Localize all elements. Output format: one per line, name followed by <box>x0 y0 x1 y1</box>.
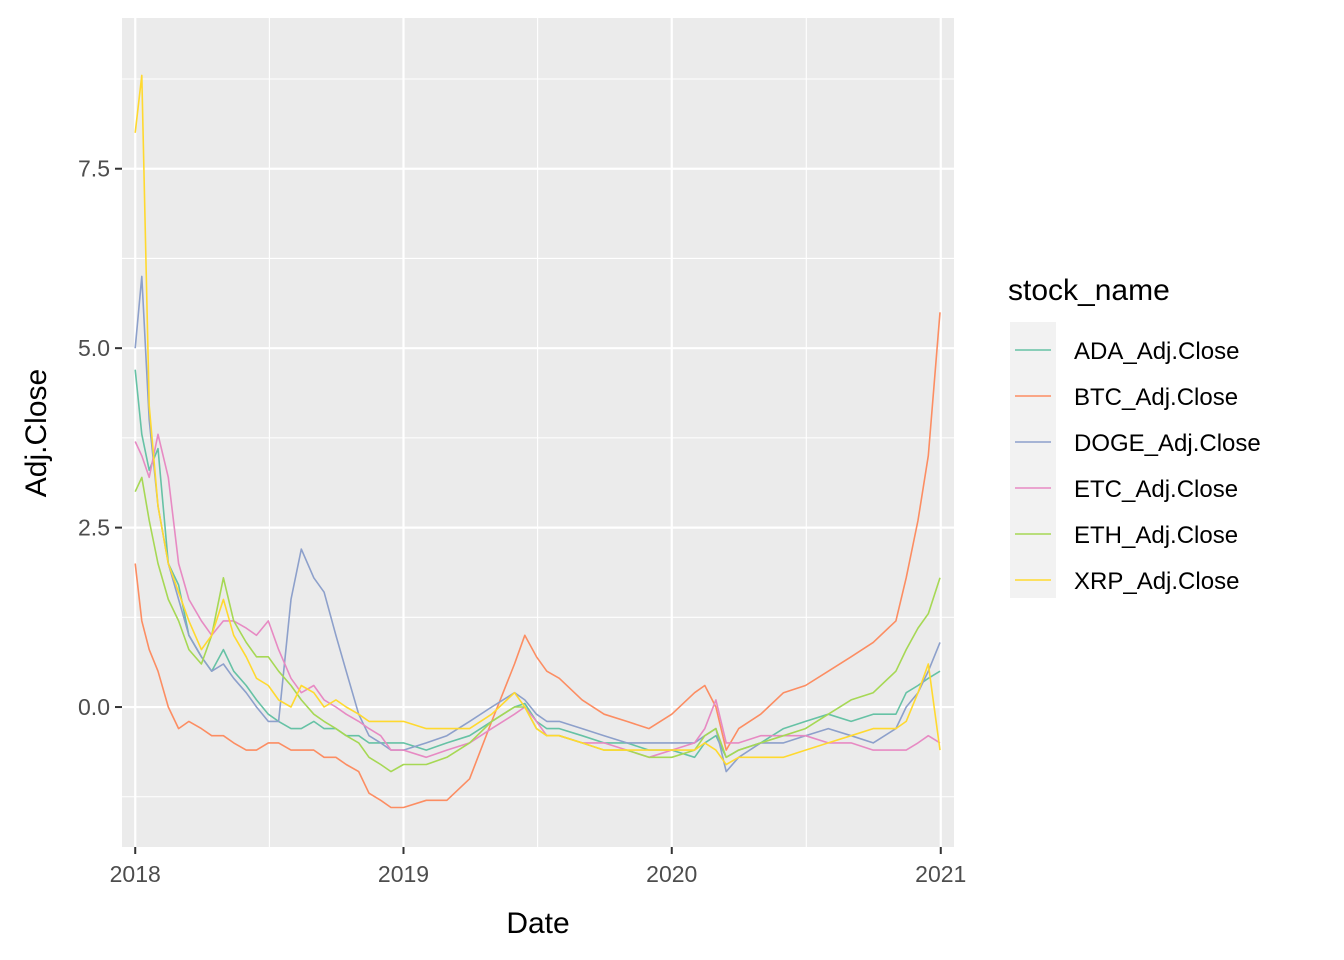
y-tick-label: 5.0 <box>78 335 110 361</box>
legend-label: DOGE_Adj.Close <box>1074 430 1261 457</box>
x-tick-label: 2021 <box>915 861 966 887</box>
series-line-ada-adj-close <box>134 369 941 759</box>
legend-key-background <box>1010 322 1056 598</box>
y-tick-label: 2.5 <box>78 515 110 541</box>
series-line-btc-adj-close <box>134 312 941 809</box>
y-tick-label: 0.0 <box>78 694 110 720</box>
legend-title: stock_name <box>1008 274 1170 307</box>
series-lines <box>134 74 941 809</box>
series-line-eth-adj-close <box>134 476 941 773</box>
y-axis: 0.0 2.5 5.0 7.5 <box>78 156 122 720</box>
legend: stock_name ADA_Adj.Close BTC_Adj.Close DOG… <box>1008 274 1261 598</box>
legend-label: BTC_Adj.Close <box>1074 384 1238 411</box>
legend-label: ADA_Adj.Close <box>1074 338 1239 365</box>
x-axis-title: Date <box>506 907 569 940</box>
x-tick-label: 2019 <box>378 861 429 887</box>
y-axis-title: Adj.Close <box>20 369 53 497</box>
x-axis: 2018 2019 2020 2021 <box>110 847 966 887</box>
series-line-etc-adj-close <box>134 433 941 759</box>
major-gridlines <box>122 18 954 847</box>
y-tick-label: 7.5 <box>78 156 110 182</box>
legend-label: ETH_Adj.Close <box>1074 522 1238 549</box>
legend-label: XRP_Adj.Close <box>1074 568 1239 595</box>
x-tick-label: 2018 <box>110 861 161 887</box>
series-line-xrp-adj-close <box>134 74 941 766</box>
legend-label: ETC_Adj.Close <box>1074 476 1238 503</box>
minor-gridlines <box>122 18 954 847</box>
x-tick-label: 2020 <box>646 861 697 887</box>
